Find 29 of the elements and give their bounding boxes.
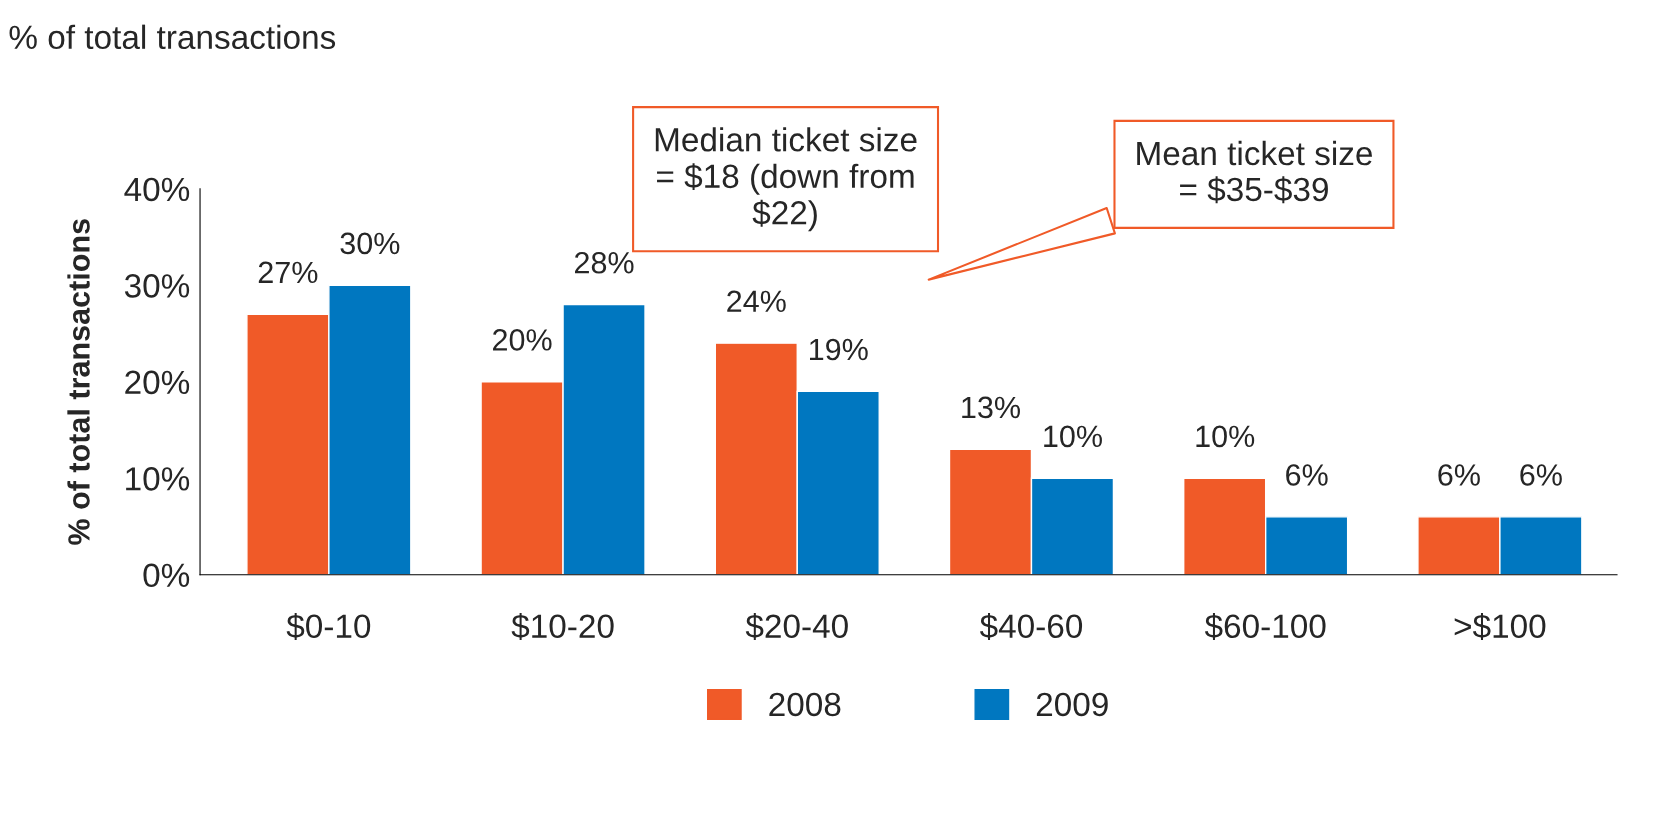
x-tick-label: $0-10 <box>286 613 371 641</box>
x-tick-label: $20-40 <box>745 613 848 641</box>
legend-label: 2008 <box>769 692 841 717</box>
annotation: Median ticket size = $18 (down from $22) <box>655 127 917 232</box>
text: 6% <box>1438 464 1480 486</box>
text: 24% <box>727 290 786 313</box>
y-tick-label: 20% <box>125 370 190 395</box>
text: 6% <box>1520 464 1562 486</box>
y-tick-label: 30% <box>124 274 190 298</box>
x-tick-label: >$100 <box>1454 613 1546 641</box>
chart-title: % of total transactions <box>9 24 336 50</box>
text: 6% <box>1286 464 1328 486</box>
text: 13% <box>962 396 1020 419</box>
x-tick-label: $40-60 <box>979 613 1083 641</box>
text: 10% <box>1044 425 1102 448</box>
y-axis-title: % of total transactions <box>67 219 90 545</box>
text: 19% <box>810 338 868 361</box>
y-tick-label: 0% <box>143 563 190 588</box>
text: 10% <box>1196 425 1255 448</box>
text: 20% <box>493 329 552 351</box>
x-tick-label: $10-20 <box>511 613 614 641</box>
x-tick-label: $60-100 <box>1204 613 1326 641</box>
text: 28% <box>575 251 634 274</box>
y-tick-label: 10% <box>126 467 190 491</box>
annotation: Mean ticket size = $35-$39 <box>1137 140 1372 204</box>
text: 30% <box>340 232 400 255</box>
legend-label: 2009 <box>1036 692 1108 717</box>
text: 27% <box>258 261 318 284</box>
y-tick-label: 40% <box>124 177 190 202</box>
